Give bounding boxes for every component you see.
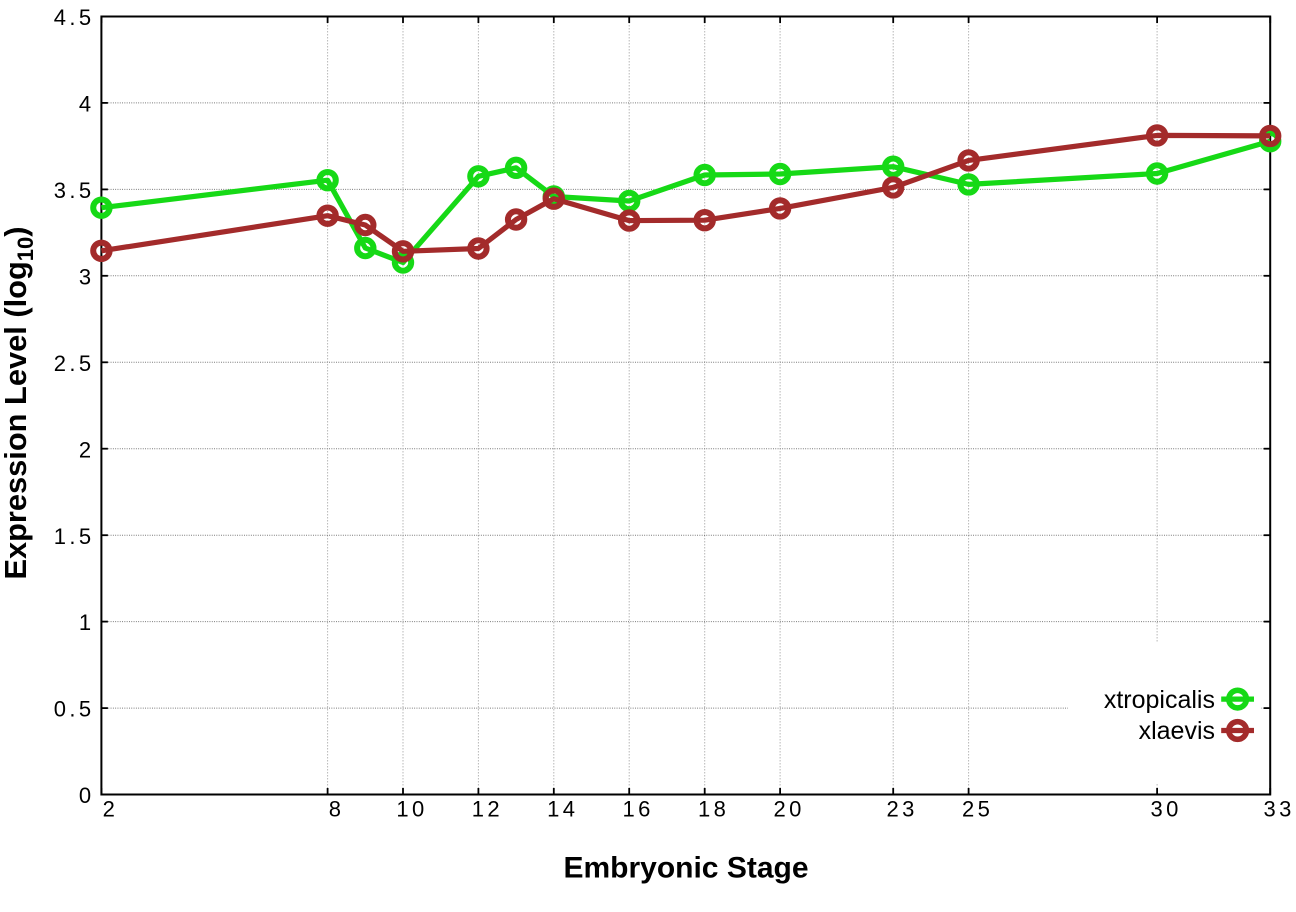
- svg-text:0.5: 0.5: [54, 697, 95, 722]
- svg-text:10: 10: [396, 797, 427, 822]
- svg-text:0: 0: [79, 783, 95, 808]
- svg-text:12: 12: [472, 797, 503, 822]
- svg-text:18: 18: [698, 797, 729, 822]
- svg-text:1: 1: [79, 610, 95, 635]
- svg-text:4: 4: [79, 92, 95, 117]
- svg-text:2: 2: [103, 797, 119, 822]
- svg-text:1.5: 1.5: [54, 524, 95, 549]
- svg-text:xlaevis: xlaevis: [1139, 717, 1215, 745]
- svg-text:4.5: 4.5: [54, 5, 95, 30]
- svg-text:8: 8: [329, 797, 345, 822]
- svg-text:33: 33: [1264, 797, 1295, 822]
- svg-text:3: 3: [79, 264, 95, 289]
- svg-text:Expression Level (log10): Expression Level (log10): [0, 226, 38, 579]
- svg-text:2.5: 2.5: [54, 351, 95, 376]
- svg-text:xtropicalis: xtropicalis: [1104, 686, 1215, 714]
- svg-text:16: 16: [623, 797, 654, 822]
- svg-text:14: 14: [547, 797, 578, 822]
- svg-text:3.5: 3.5: [54, 178, 95, 203]
- svg-text:25: 25: [962, 797, 993, 822]
- svg-text:Embryonic Stage: Embryonic Stage: [563, 852, 808, 885]
- svg-text:20: 20: [773, 797, 804, 822]
- svg-text:30: 30: [1150, 797, 1181, 822]
- svg-text:2: 2: [79, 437, 95, 462]
- svg-text:23: 23: [887, 797, 918, 822]
